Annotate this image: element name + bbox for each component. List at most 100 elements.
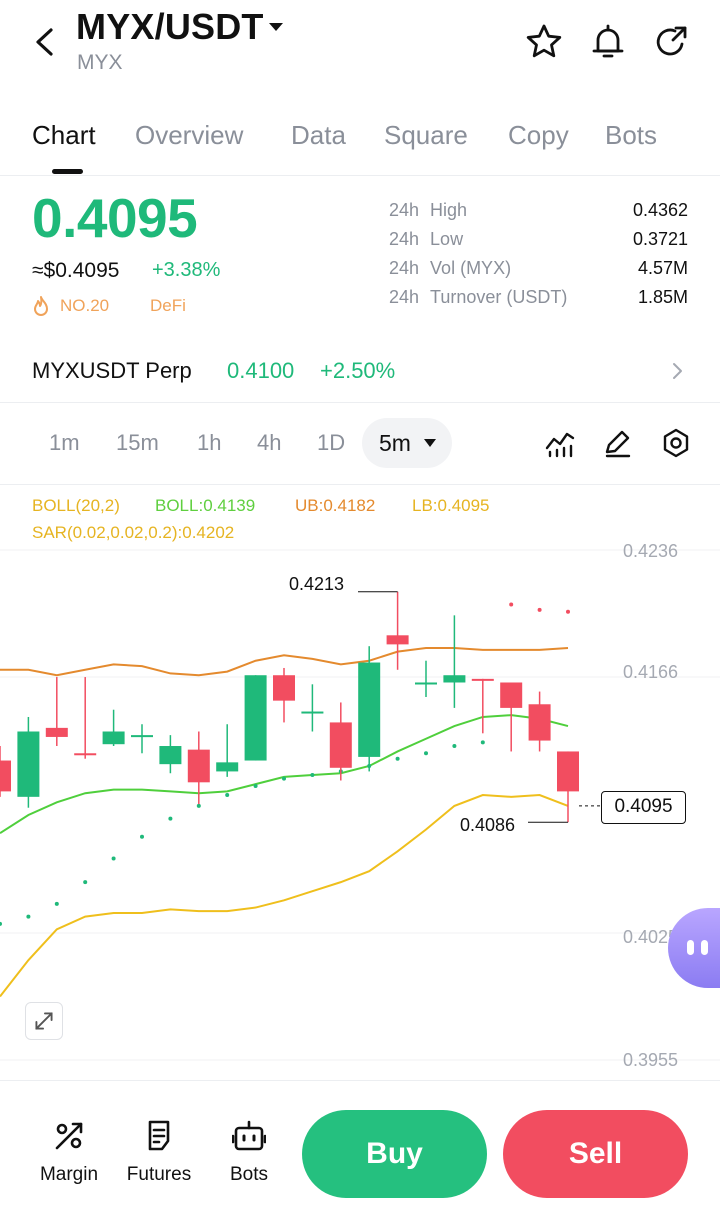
tab-overview[interactable]: Overview <box>135 120 244 150</box>
expand-icon <box>35 1012 53 1030</box>
stat-high-label: 24h High <box>389 200 467 221</box>
bubble-eye <box>687 940 694 955</box>
price-change: +3.38% <box>152 259 221 281</box>
chevron-right-icon <box>673 363 682 379</box>
star-icon[interactable] <box>524 22 564 62</box>
y-tick: 0.4025 <box>623 927 679 947</box>
futures-icon <box>148 1120 170 1151</box>
sar-dot <box>26 914 31 919</box>
high-marker-label: 0.4213 <box>289 574 345 594</box>
share-icon[interactable] <box>652 22 692 62</box>
candle-body <box>557 751 579 792</box>
nav-bots[interactable]: Bots <box>204 1119 294 1186</box>
stat-prefix: 24h <box>389 258 420 278</box>
divider <box>0 484 720 485</box>
boll-mid: BOLL:0.4139 <box>155 496 256 515</box>
sell-button[interactable]: Sell <box>503 1110 688 1198</box>
margin-icon <box>55 1122 83 1150</box>
sar-dot <box>509 602 514 607</box>
interval-active[interactable]: 5m <box>379 430 411 456</box>
pair-subtitle: MYX <box>77 51 123 74</box>
stat-label: Vol (MYX) <box>430 258 512 278</box>
tab-copy[interactable]: Copy <box>508 120 569 150</box>
stat-turnover-label: 24h Turnover (USDT) <box>389 287 567 308</box>
caret-down-icon[interactable] <box>266 17 286 37</box>
perp-row[interactable]: MYXUSDT Perp 0.4100 +2.50% <box>0 340 720 402</box>
fire-icon <box>34 296 48 316</box>
tab-chart[interactable]: Chart <box>32 120 96 150</box>
sar-dot <box>0 921 2 926</box>
candle-body <box>500 682 523 708</box>
candle-body <box>528 704 551 741</box>
candle-body <box>159 746 182 765</box>
indicator-icon[interactable] <box>543 426 577 460</box>
sar-dot <box>111 856 116 861</box>
candle-body <box>415 682 437 685</box>
sar-dot <box>168 816 173 821</box>
sar-dot <box>537 607 542 612</box>
bottom-bar: Margin Futures Bots Buy Sell <box>0 1080 720 1228</box>
tab-active-indicator <box>52 169 83 174</box>
pair-title[interactable]: MYX/USDT <box>76 6 264 47</box>
interval-1h[interactable]: 1h <box>197 430 222 455</box>
caret-down-icon <box>424 439 436 447</box>
expand-chart-button[interactable] <box>25 1002 63 1040</box>
draw-pencil-icon[interactable] <box>601 426 635 460</box>
stat-vol-value: 4.57M <box>637 258 688 278</box>
candle-body <box>443 675 466 683</box>
stat-prefix: 24h <box>389 287 420 307</box>
back-icon[interactable] <box>28 22 62 62</box>
perp-price: 0.4100 <box>227 358 295 383</box>
stat-label: Turnover (USDT) <box>430 287 568 307</box>
tab-data[interactable]: Data <box>291 120 346 150</box>
stat-high-value: 0.4362 <box>632 200 688 220</box>
tab-bar: Chart Overview Data Square Copy Bots <box>0 112 720 174</box>
bell-icon[interactable] <box>588 22 628 62</box>
y-tick: 0.3955 <box>623 1050 679 1070</box>
candle-body <box>216 762 239 772</box>
interval-1d[interactable]: 1D <box>317 430 346 455</box>
divider <box>0 402 720 403</box>
nav-label: Futures <box>126 1164 192 1185</box>
nav-label: Bots <box>229 1164 269 1185</box>
candle-body <box>301 711 324 714</box>
tab-square[interactable]: Square <box>384 120 468 150</box>
sar-dot <box>83 880 88 885</box>
buy-button[interactable]: Buy <box>302 1110 487 1198</box>
candle-body <box>45 727 68 737</box>
candle-body <box>358 662 381 757</box>
sar-dot <box>452 744 457 749</box>
sar-dot <box>424 751 428 756</box>
candle-body <box>273 675 295 701</box>
current-price-tag: 0.4095 <box>601 791 686 824</box>
sector-badge[interactable]: DeFi <box>150 296 186 315</box>
sar-dot <box>196 803 201 808</box>
stat-low-value: 0.3721 <box>632 229 688 249</box>
perp-name: MYXUSDT Perp <box>32 358 192 383</box>
last-price: 0.4095 <box>32 187 198 249</box>
sar-dot <box>140 834 144 839</box>
series-ub-line <box>0 647 569 677</box>
interval-1m[interactable]: 1m <box>49 430 80 455</box>
stat-low-label: 24h Low <box>389 229 463 250</box>
boll-lb: LB:0.4095 <box>412 496 490 515</box>
stat-prefix: 24h <box>389 229 420 249</box>
sar-dot <box>225 793 230 798</box>
nav-margin[interactable]: Margin <box>24 1119 114 1186</box>
boll-params: BOLL(20,2) <box>32 496 120 515</box>
y-tick: 0.4166 <box>623 662 679 682</box>
stat-prefix: 24h <box>389 200 420 220</box>
sar-dot <box>480 740 485 745</box>
rank-badge[interactable]: NO.20 <box>60 296 110 315</box>
tab-bots[interactable]: Bots <box>605 120 658 150</box>
sar-dot <box>310 773 315 778</box>
nav-futures[interactable]: Futures <box>114 1119 204 1186</box>
interval-15m[interactable]: 15m <box>116 430 159 455</box>
interval-4h[interactable]: 4h <box>257 430 282 455</box>
low-marker-label: 0.4086 <box>460 815 516 835</box>
settings-icon[interactable] <box>659 426 693 460</box>
candle-body <box>386 635 409 645</box>
candlestick-chart[interactable] <box>0 540 720 1080</box>
bots-icon <box>232 1120 266 1151</box>
interval-selector[interactable] <box>362 418 452 468</box>
